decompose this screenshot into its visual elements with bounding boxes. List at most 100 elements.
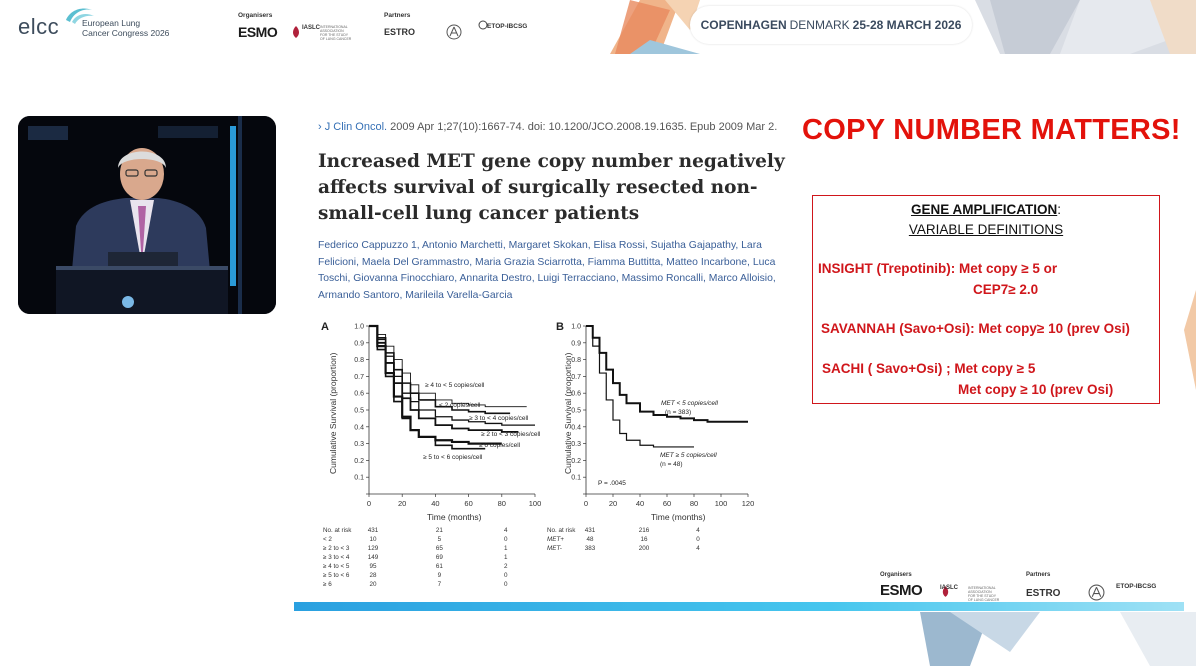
panel-b-x-tick-label-6: 120 [742,499,755,508]
risk-b-cell-1-1: 16 [640,536,648,543]
panel-b-x-tick-label-0: 0 [584,499,588,508]
insight-definition-line2: CEP7≥ 2.0 [973,282,1039,297]
panel-b-xlabel: Time (months) [651,512,706,522]
panel-b-x-tick-label-5: 100 [715,499,728,508]
partners-label: Partners [384,12,411,19]
paper-title: Increased MET gene copy number negativel… [318,151,785,224]
panel-b-x-tick-label-4: 80 [690,499,698,508]
slide-esmo-logo: ESMO [880,582,923,599]
estro-logo: ESTRO [384,27,416,37]
panel-a-x-tick-label-1: 20 [398,499,406,508]
speaker-image [18,116,276,314]
slide-partners-label: Partners [1026,572,1051,578]
panel-b-x-tick-label-2: 40 [636,499,644,508]
banner-location-dates: COPENHAGEN DENMARK 25-28 MARCH 2026 [690,6,972,44]
panel-b-y-tick-label-1: 0.1 [571,475,581,482]
panel-a-y-tick-label-2: 0.2 [354,458,364,465]
curve-label-a2: ≥ 3 to < 4 copies/cell [469,415,529,422]
panel-b-y-tick-label-9: 0.9 [571,340,581,347]
panel-a-y-tick-label-4: 0.4 [354,424,364,431]
risk-b-row-label-0: No. at risk [547,527,576,534]
curve-label-a4: ≥ 6 copies/cell [479,442,521,449]
panel-b-ylabel: Cumulative Survival (proportion) [563,352,573,474]
gene-amplification-title: GENE AMPLIFICATION: [910,202,1061,217]
slide-iaslc-mark-icon [942,586,949,597]
panel-a-y-tick-label-10: 1.0 [354,324,364,331]
risk-a-row-label-3: ≥ 3 to < 4 [323,554,350,561]
panel-a-y-tick-label-8: 0.8 [354,357,364,364]
panel-a-y-tick-label-3: 0.3 [354,441,364,448]
panel-b-x-tick-label-1: 20 [609,499,617,508]
curve-label-a3: ≥ 2 to < 3 copies/cell [481,431,541,438]
risk-b-cell-2-0: 383 [585,545,596,552]
panel-a-y-tick-label-9: 0.9 [354,340,364,347]
panel-a-y-tick-label-1: 0.1 [354,475,364,482]
copy-number-headline: COPY NUMBER MATTERS! [802,114,1181,146]
iaslc-subtitle: INTERNATIONAL ASSOCIATION FOR THE STUDY … [320,25,352,41]
panel-b-series-1 [586,325,694,448]
risk-a-cell-1-2: 0 [504,536,508,543]
panel-b-risk-table: No. at risk 431 216 4 MET+ 48 16 0 MET- 383 200 4 [547,527,700,552]
panel-b-x-tick-label-3: 60 [663,499,671,508]
risk-b-row-label-2: MET- [547,545,562,552]
risk-a-row-label-5: ≥ 5 to < 6 [323,572,350,579]
speaker-video[interactable] [18,116,276,314]
risk-a-cell-2-0: 129 [368,545,379,552]
panel-a-x-tick-label-0: 0 [367,499,371,508]
panel-b-chart: 0 20 40 60 80 100 120 0.1 0.2 0.3 0.4 0.5 0.6 0.7 0.8 0… [571,324,754,509]
variable-definitions-subtitle: VARIABLE DEFINITIONS [908,222,1064,237]
slide-etop-logo: ETOP-IBCSG [1116,583,1157,590]
risk-b-cell-2-1: 200 [639,545,650,552]
iaslc-logo: IASLC [302,25,320,31]
risk-b-cell-0-1: 216 [639,527,650,534]
panel-a-ylabel: Cumulative Survival (proportion) [328,352,338,474]
panel-b-y-tick-label-2: 0.2 [571,458,581,465]
panel-b-y-tick-label-3: 0.3 [571,441,581,448]
risk-a-cell-6-0: 20 [369,581,377,588]
slide-iaslc-subtitle: INTERNATIONAL ASSOCIATION FOR THE STUDY … [968,586,1000,602]
risk-b-cell-1-0: 48 [586,536,594,543]
etop-logo: ETOP-IBCSG [487,23,528,30]
slide-progress-bar [294,602,1184,611]
curve-label-b1: MET < 5 copies/cell [661,400,718,407]
bottom-artwork [920,612,1196,666]
risk-a-cell-4-1: 61 [436,563,444,570]
citation-journal-link[interactable]: › J Clin Oncol. [318,121,388,133]
panel-a-x-tick-label-2: 40 [431,499,439,508]
risk-a-cell-3-0: 149 [368,554,379,561]
panel-b-label: B [556,321,564,333]
panel-a-risk-table: No. at risk 431 21 4< 2 10 5 0≥ 2 to < 3 129 65 1… [323,527,508,588]
organisers-label: Organisers [238,12,273,19]
congress-header: elcc European Lung Cancer Congress 2026 … [0,0,1196,54]
panel-a-y-tick-label-5: 0.5 [354,408,364,415]
curve-label-a5: ≥ 5 to < 6 copies/cell [423,454,483,461]
survival-figure: A B Cumulative Survival (proportion) Cum… [315,314,761,592]
risk-b-cell-2-2: 4 [696,545,700,552]
panel-a-chart: 0 20 40 60 80 100 0.1 0.2 0.3 0.4 0.5 0.6 0.7 0.8 0.9 1… [354,324,541,509]
risk-a-row-label-2: ≥ 2 to < 3 [323,545,350,552]
partner-emblem-icon [446,24,462,40]
risk-a-cell-6-2: 0 [504,581,508,588]
panel-a-y-tick-label-6: 0.6 [354,391,364,398]
panel-a-label: A [321,321,329,333]
panel-b-pvalue: P = .0045 [598,480,626,487]
risk-a-cell-5-2: 0 [504,572,508,579]
panel-b-y-tick-label-8: 0.8 [571,357,581,364]
paper-authors: Federico Cappuzzo 1, Antonio Marchetti, … [318,240,776,301]
slide-organisers-label: Organisers [880,572,912,578]
iaslc-mark-icon [293,26,299,38]
panel-b-y-tick-label-6: 0.6 [571,391,581,398]
curve-label-a0: ≥ 4 to < 5 copies/cell [425,382,485,389]
panel-b-y-tick-label-5: 0.5 [571,408,581,415]
panel-b-y-tick-label-4: 0.4 [571,424,581,431]
panel-a-series-5 [369,325,486,450]
risk-a-cell-0-0: 431 [368,527,379,534]
risk-a-cell-0-1: 21 [436,527,444,534]
curve-label-b2: MET ≥ 5 copies/cell [660,452,717,459]
citation: › J Clin Oncol. 2009 Apr 1;27(10):1667-7… [318,121,778,133]
risk-a-cell-2-1: 65 [436,545,444,552]
panel-a-xlabel: Time (months) [427,512,482,522]
risk-b-cell-0-0: 431 [585,527,596,534]
slide-estro-logo: ESTRO [1026,588,1061,599]
panel-b-y-tick-label-7: 0.7 [571,374,581,381]
